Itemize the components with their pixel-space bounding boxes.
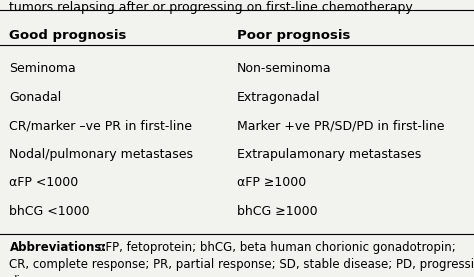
Text: Nodal/pulmonary metastases: Nodal/pulmonary metastases: [9, 148, 193, 161]
Text: Marker +ve PR/SD/PD in first-line: Marker +ve PR/SD/PD in first-line: [237, 119, 445, 132]
Text: αFP ≥1000: αFP ≥1000: [237, 176, 306, 189]
Text: Non-seminoma: Non-seminoma: [237, 62, 332, 75]
Text: Seminoma: Seminoma: [9, 62, 76, 75]
Text: αFP, fetoprotein; bhCG, beta human chorionic gonadotropin;: αFP, fetoprotein; bhCG, beta human chori…: [94, 241, 456, 254]
Text: Extrapulamonary metastases: Extrapulamonary metastases: [237, 148, 421, 161]
Text: Gonadal: Gonadal: [9, 91, 62, 104]
Text: disease.: disease.: [9, 275, 58, 277]
Text: Extragonadal: Extragonadal: [237, 91, 320, 104]
Text: Poor prognosis: Poor prognosis: [237, 29, 350, 42]
Text: αFP <1000: αFP <1000: [9, 176, 79, 189]
Text: bhCG ≥1000: bhCG ≥1000: [237, 205, 318, 218]
Text: Good prognosis: Good prognosis: [9, 29, 127, 42]
Text: CR, complete response; PR, partial response; SD, stable disease; PD, progressive: CR, complete response; PR, partial respo…: [9, 258, 474, 271]
Text: Abbreviations:: Abbreviations:: [9, 241, 107, 254]
Text: CR/marker –ve PR in first-line: CR/marker –ve PR in first-line: [9, 119, 192, 132]
Text: tumors relapsing after or progressing on first-line chemotherapy: tumors relapsing after or progressing on…: [9, 1, 413, 14]
Text: bhCG <1000: bhCG <1000: [9, 205, 90, 218]
